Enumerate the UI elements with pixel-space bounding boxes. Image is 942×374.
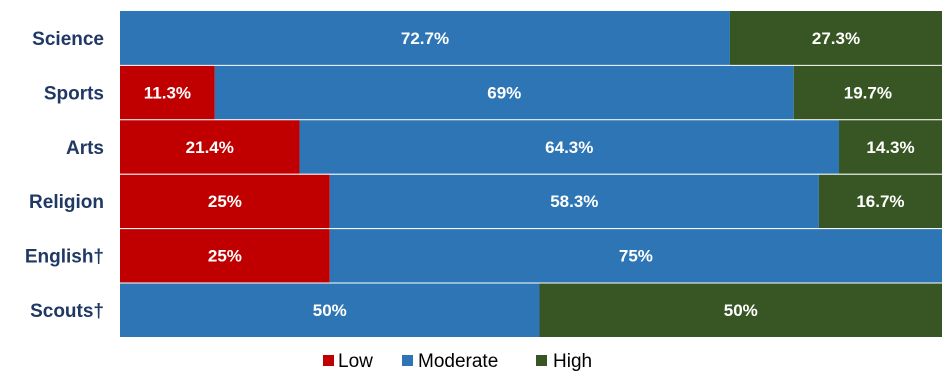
- legend-label-low: Low: [338, 351, 373, 372]
- data-label-moderate-sports: 69%: [487, 83, 521, 102]
- bar-segments: [120, 11, 942, 337]
- bar-high-science: [729, 11, 942, 65]
- data-label-moderate-english: 75%: [619, 247, 653, 266]
- bar-low-english: [120, 228, 330, 283]
- data-label-high-sports: 19.7%: [844, 83, 892, 102]
- category-labels: Science Sports Arts Religion English† Scouts†: [25, 29, 104, 322]
- legend-label-high: High: [553, 351, 592, 372]
- bar-moderate-science: [120, 11, 730, 65]
- bar-moderate-scouts: [120, 283, 540, 337]
- bar-low-arts: [120, 119, 300, 174]
- data-label-low-sports: 11.3%: [144, 83, 191, 102]
- legend-swatch-high: [536, 355, 547, 366]
- data-label-high-religion: 16.7%: [856, 192, 904, 211]
- bar-low-sports: [120, 65, 215, 120]
- bar-low-religion: [120, 174, 330, 229]
- bar-moderate-sports: [214, 65, 794, 120]
- data-label-low-arts: 21.4%: [186, 138, 234, 157]
- bar-high-religion: [818, 174, 942, 229]
- data-label-high-arts: 14.3%: [866, 138, 914, 157]
- legend: Low Moderate High: [323, 351, 592, 372]
- category-label-religion: Religion: [29, 192, 104, 213]
- legend-swatch-low: [323, 355, 334, 366]
- bar-moderate-arts: [299, 119, 840, 174]
- data-labels: 72.7% 27.3% 11.3% 69% 19.7% 21.4% 64.3% 14.3% 25…: [144, 29, 915, 320]
- data-label-low-english: 25%: [208, 247, 242, 266]
- category-label-scouts: Scouts†: [30, 301, 104, 322]
- bar-moderate-religion: [329, 174, 819, 229]
- legend-swatch-moderate: [402, 355, 413, 366]
- data-label-moderate-scouts: 50%: [313, 301, 347, 320]
- bar-high-scouts: [539, 283, 942, 337]
- data-label-low-religion: 25%: [208, 192, 242, 211]
- category-label-english: English†: [25, 247, 104, 268]
- bar-high-arts: [839, 119, 942, 174]
- data-label-moderate-science: 72.7%: [401, 29, 449, 48]
- data-label-moderate-arts: 64.3%: [545, 138, 593, 157]
- category-label-arts: Arts: [66, 138, 104, 159]
- category-label-sports: Sports: [44, 83, 104, 104]
- data-label-moderate-religion: 58.3%: [550, 192, 598, 211]
- data-label-high-science: 27.3%: [812, 29, 860, 48]
- data-label-high-scouts: 50%: [724, 301, 758, 320]
- category-label-science: Science: [32, 29, 104, 50]
- bar-high-sports: [793, 65, 942, 120]
- legend-label-moderate: Moderate: [418, 351, 498, 372]
- bar-moderate-english: [329, 228, 942, 283]
